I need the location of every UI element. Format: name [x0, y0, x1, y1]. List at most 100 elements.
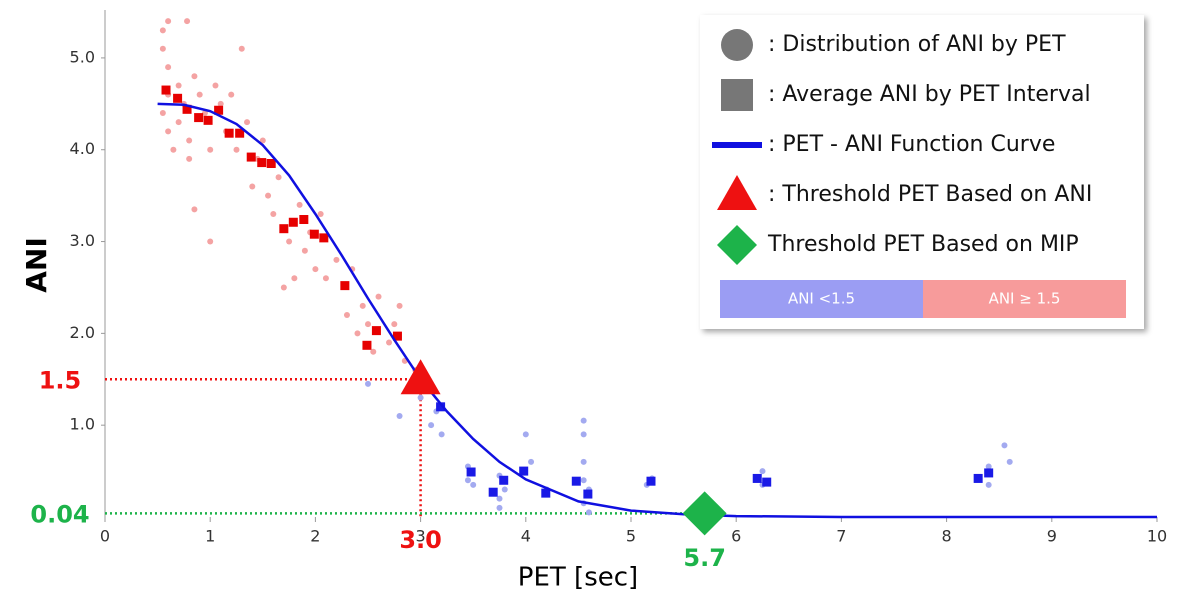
x-tick-label: 3 [416, 527, 426, 546]
average-point [203, 115, 213, 125]
legend-label: : Distribution of ANI by PET [768, 32, 1066, 57]
distribution-point [1006, 458, 1013, 465]
distribution-point [496, 504, 503, 511]
distribution-point [207, 238, 214, 245]
distribution-point [238, 45, 245, 52]
average-point [257, 158, 267, 168]
distribution-point [186, 137, 193, 144]
average-point [362, 340, 372, 350]
distribution-point [496, 495, 503, 502]
y-tick-label: 3.0 [70, 231, 95, 250]
legend-label: : PET - ANI Function Curve [768, 132, 1055, 157]
distribution-point [191, 206, 198, 213]
distribution-point [359, 302, 366, 309]
distribution-point [396, 413, 403, 419]
distribution-point [175, 119, 182, 126]
average-point [224, 128, 234, 138]
legend: : Distribution of ANI by PET : Average AN… [700, 15, 1144, 329]
average-point [161, 85, 171, 95]
distribution-point [233, 146, 240, 153]
average-point [392, 331, 402, 341]
x-tick-label: 7 [836, 527, 846, 546]
distribution-point [159, 45, 166, 52]
distribution-point [386, 339, 393, 346]
average-point [583, 489, 593, 499]
distribution-point [228, 91, 235, 98]
distribution-point [985, 481, 992, 488]
average-point [541, 488, 551, 498]
y-axis-label: ANI [20, 237, 53, 293]
distribution-point [165, 18, 172, 25]
average-point [488, 487, 498, 497]
distribution-point [165, 128, 172, 135]
threshold-marker [400, 359, 441, 395]
average-point [235, 128, 245, 138]
distribution-point [259, 137, 266, 144]
average-point [194, 113, 204, 123]
x-axis-label: PET [sec] [518, 563, 638, 593]
average-point [319, 233, 329, 243]
distribution-point [249, 183, 256, 190]
colorbar-label: ANI <1.5 [788, 290, 855, 308]
legend-label: : Average ANI by PET Interval [768, 82, 1091, 107]
distribution-point [212, 82, 219, 89]
distribution-point [580, 477, 587, 484]
distribution-point [370, 348, 377, 355]
distribution-point [396, 302, 403, 309]
distribution-point [391, 321, 398, 328]
average-point [173, 93, 183, 103]
distribution-point [270, 211, 277, 217]
threshold-x-label: 5.7 [683, 544, 726, 572]
distribution-point [580, 417, 587, 424]
legend-marker [721, 29, 753, 61]
legend-marker [717, 175, 757, 210]
y-tick-label: 2.0 [70, 323, 95, 342]
average-point [499, 475, 509, 485]
distribution-point [301, 247, 308, 254]
distribution-point [759, 468, 766, 475]
average-point [288, 217, 298, 227]
distribution-point [501, 486, 508, 493]
average-point [279, 224, 289, 234]
y-tick-label: 4.0 [70, 139, 95, 158]
legend-label: Threshold PET Based on MIP [767, 232, 1079, 257]
distribution-point [196, 91, 203, 98]
x-tick-label: 5 [626, 527, 636, 546]
distribution-point [159, 27, 166, 34]
colorbar-segment [720, 280, 923, 318]
distribution-point [175, 82, 182, 89]
colorbar-segment [923, 280, 1126, 318]
x-tick-label: 0 [100, 527, 110, 546]
average-point [571, 476, 581, 486]
distribution-point [159, 110, 166, 116]
distribution-point [375, 293, 382, 300]
legend-label: : Threshold PET Based on ANI [768, 182, 1092, 207]
y-tick-label: 5.0 [70, 47, 95, 66]
distribution-point [322, 275, 329, 282]
distribution-point [170, 146, 177, 153]
distribution-point [165, 64, 172, 71]
distribution-point [585, 509, 592, 516]
distribution-point [312, 266, 319, 273]
distribution-point [184, 18, 191, 25]
x-tick-label: 8 [942, 527, 952, 546]
distribution-point [365, 321, 371, 328]
distribution-point [985, 463, 992, 470]
average-point [984, 468, 994, 478]
x-tick-label: 2 [310, 527, 320, 546]
average-point [646, 476, 656, 486]
average-point [266, 159, 276, 168]
distribution-point [244, 119, 251, 126]
distribution-point [207, 146, 214, 153]
average-point [466, 467, 476, 477]
average-point [246, 152, 256, 162]
x-tick-label: 4 [521, 527, 531, 546]
threshold-x-label: 3.0 [399, 526, 442, 554]
legend-marker [717, 225, 757, 265]
distribution-point [464, 477, 471, 484]
average-point [309, 229, 319, 239]
average-point [340, 281, 350, 291]
average-point [762, 477, 772, 487]
